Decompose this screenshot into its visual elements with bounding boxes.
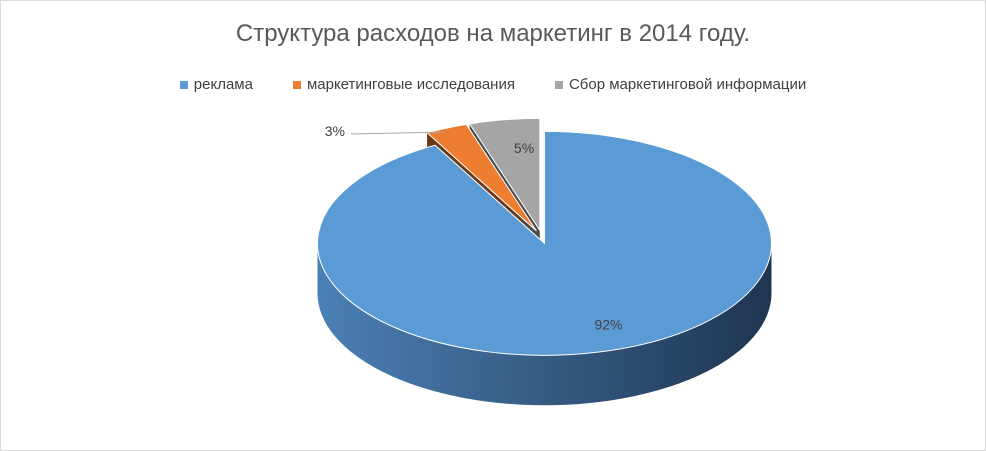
chart-title: Структура расходов на маркетинг в 2014 г… — [235, 20, 751, 47]
data-label-sbor: 5% — [514, 140, 534, 156]
data-labels: 92% 5% 3% — [325, 123, 623, 332]
pie-tops — [317, 117, 772, 356]
data-label-reklama: 92% — [594, 316, 622, 332]
leader-line-issledovaniya — [350, 131, 445, 135]
legend-label-sbor: Сбор маркетинговой информации — [568, 76, 807, 93]
legend-swatch-issledovaniya — [292, 80, 301, 89]
legend-label-issledovaniya: маркетинговые исследования — [306, 76, 515, 93]
legend-item-sbor: Сбор маркетинговой информации — [554, 76, 807, 93]
legend: реклама маркетинговые исследования Сбор … — [0, 76, 986, 93]
legend-swatch-sbor — [554, 80, 563, 89]
legend-label-reklama: реклама — [193, 76, 253, 93]
slice-reklama — [317, 130, 772, 356]
legend-swatch-reklama — [179, 80, 188, 89]
legend-item-reklama: реклама — [179, 76, 253, 93]
slice-sbor — [468, 117, 541, 233]
slice-side-reklama — [317, 243, 772, 406]
data-label-issledovaniya: 3% — [325, 123, 345, 139]
legend-item-issledovaniya: маркетинговые исследования — [292, 76, 515, 93]
